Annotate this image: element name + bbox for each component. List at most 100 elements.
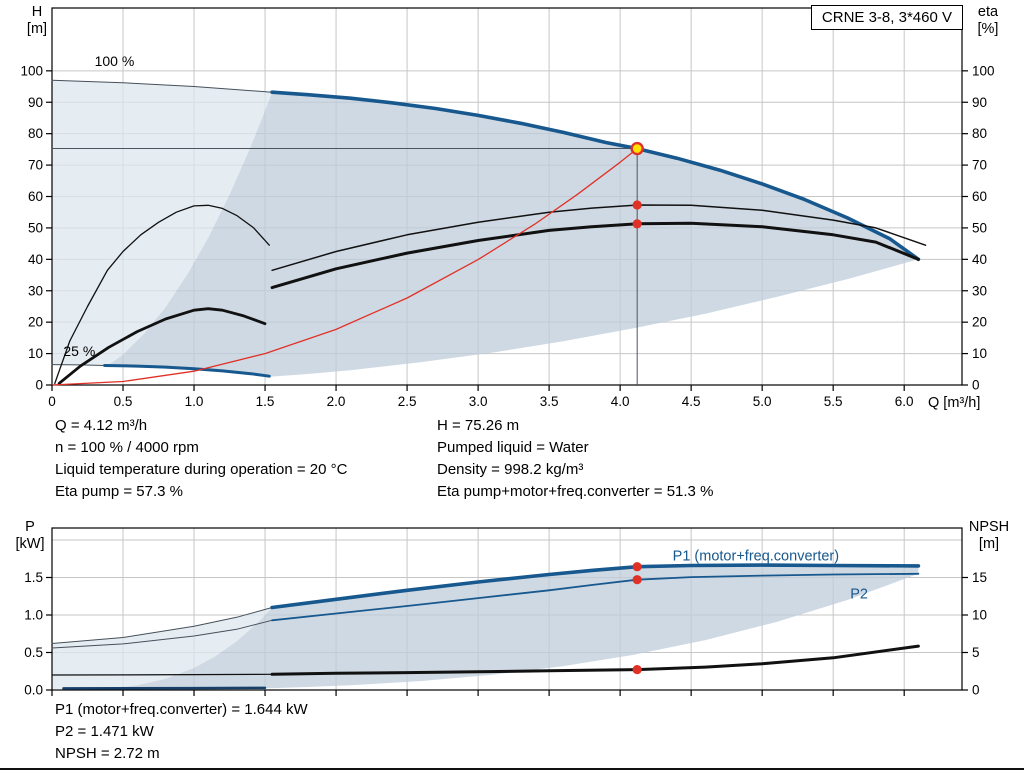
series-affinity-curve [51,147,638,386]
marker-p2-point [632,575,642,585]
plot-label: P1 (motor+freq.converter) [673,548,839,564]
marker-npsh-point [632,665,642,675]
series-eta-pump-100 [271,204,927,272]
y-right-tick-label: 40 [972,252,987,267]
series-pump-curve-extension [51,79,273,93]
x-tick-label: 0.5 [114,394,133,409]
y-axis-title-eta-unit: [%] [977,21,999,37]
series-eta-total-25 [57,307,267,385]
y-left-tick-label: 90 [28,95,43,110]
y-left-tick-label: 80 [28,126,43,141]
y-axis-title-npsh-unit: [m] [978,536,1000,552]
y-axis-title-npsh-symbol: NPSH [968,519,1010,535]
x-tick-label: 1.5 [256,394,275,409]
y-left-tick-label: 0 [35,378,43,393]
series-npsh-curve [270,644,920,676]
y-axis-title-eta-symbol: eta [977,4,999,20]
plot-label: P2 [850,587,868,603]
y-left-tick-label: 50 [28,220,43,235]
y-right-tick-label: 30 [972,283,987,298]
y-right-tick-label: 10 [972,608,987,623]
y-left-tick-label: 70 [28,158,43,173]
x-tick-label: 5.5 [824,394,843,409]
region-power-envelope [107,565,919,689]
marker-p1-point [632,562,642,572]
x-tick-label: 5.0 [753,394,772,409]
y-right-tick-label: 100 [972,63,995,78]
region-low-speed-wedge [52,80,273,366]
readout-eta-total: Eta pump+motor+freq.converter = 51.3 % [437,483,714,500]
series-p1-curve [270,563,921,610]
y-left-tick-label: 30 [28,283,43,298]
y-right-tick-label: 80 [972,126,987,141]
duty-readout-right: H = 75.26 m Pumped liquid = Water Densit… [437,415,713,503]
y-right-tick-label: 60 [972,189,987,204]
x-tick-label: 4.5 [682,394,701,409]
plot-label: 100 % [95,53,135,69]
x-tick-label: 2.0 [327,394,346,409]
hq-eta-chart: 100 % 25 % 0 0.5 1.0 1.5 2.0 2.5 3.0 3.5 4.0 4.5 5.0… [20,7,995,409]
series-npsh-extension [51,673,273,676]
y-right-tick-label: 0 [972,683,980,698]
y-right-tick-label: 70 [972,158,987,173]
y-right-tick-label: 5 [972,645,980,660]
power-readout: P1 (motor+freq.converter) = 1.644 kW P2 … [55,699,308,765]
y-axis-title-npsh: NPSH [m] [958,519,1020,553]
series-eta-total-100 [270,221,920,290]
region-power-low-speed-wedge [52,607,273,689]
marker-eta-total-point [632,219,642,229]
x-tick-label: 0 [48,394,56,409]
pump-model-title: CRNE 3-8, 3*460 V [810,5,963,30]
x-tick-label: 6.0 [895,394,914,409]
readout-eta-pump: Eta pump = 57.3 % [55,483,183,500]
readout-pumped-liquid: Pumped liquid = Water [437,439,589,456]
x-axis-title-flow: Q [m³/h] [928,395,981,411]
series-p-25-curve [62,686,267,690]
marker-duty-point [630,141,644,156]
y-right-tick-label: 90 [972,95,987,110]
y-left-tick-label: 10 [28,346,43,361]
series-p2-extension [51,619,273,649]
y-right-tick-label: 15 [972,570,987,585]
y-right-tick-label: 10 [972,346,987,361]
y-axis-title-power-symbol: P [25,519,35,535]
readout-speed: n = 100 % / 4000 rpm [55,439,199,456]
y-axis-title-power-unit: [kW] [15,536,45,552]
y-left-tick-label: 0.5 [24,645,43,660]
y-left-tick-label: 60 [28,189,43,204]
x-tick-label: 3.0 [469,394,488,409]
y-right-tick-label: 50 [972,220,987,235]
power-npsh-chart: P1 (motor+freq.converter) P2 0.0 0.5 1.0 1.5 0… [24,527,987,698]
plot-label: 25 % [63,343,95,359]
series-pump-curve-100 [270,90,921,262]
series-p2-curve [271,572,920,622]
y-axis-title-eta: eta [%] [964,4,1012,38]
y-axis-title-head-unit: [m] [26,21,48,37]
y-right-tick-label: 20 [972,315,987,330]
y-left-tick-label: 20 [28,315,43,330]
y-axis-title-power: P [kW] [8,519,52,553]
readout-density: Density = 998.2 kg/m³ [437,461,584,478]
y-axis-title-head: H [m] [16,4,58,38]
y-left-tick-label: 40 [28,252,43,267]
x-tick-label: 3.5 [540,394,559,409]
y-left-tick-label: 0.0 [24,683,43,698]
duty-readout-left: Q = 4.12 m³/h n = 100 % / 4000 rpm Liqui… [55,415,347,503]
y-left-tick-label: 1.0 [24,608,43,623]
series-eta-pump-25 [54,204,270,385]
readout-liquid-temperature: Liquid temperature during operation = 20… [55,461,348,478]
x-tick-label: 2.5 [398,394,417,409]
marker-eta-pump-point [632,200,642,210]
y-right-tick-label: 0 [972,378,980,393]
x-tick-label: 1.0 [185,394,204,409]
y-axis-title-head-symbol: H [31,4,43,20]
report-divider [0,768,1024,770]
y-left-tick-label: 1.5 [24,570,43,585]
x-tick-label: 4.0 [611,394,630,409]
readout-p1: P1 (motor+freq.converter) = 1.644 kW [55,701,308,718]
series-pump-curve-25 [103,364,271,378]
readout-p2: P2 = 1.471 kW [55,723,154,740]
readout-head: H = 75.26 m [437,417,520,434]
readout-q: Q = 4.12 m³/h [55,417,148,434]
